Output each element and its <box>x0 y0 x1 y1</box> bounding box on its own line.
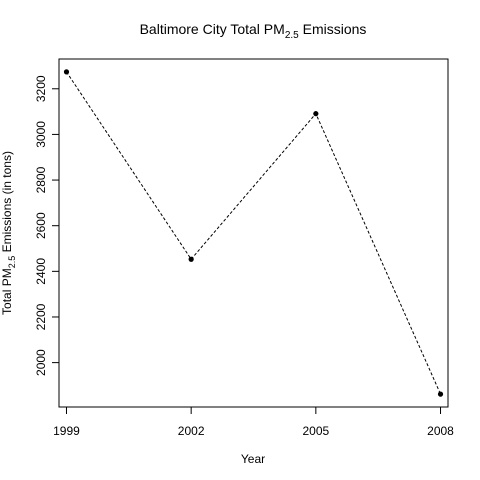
y-axis-label-subscript: 2.5 <box>7 256 17 269</box>
x-tick-label: 2008 <box>427 424 454 438</box>
y-tick-label: 2400 <box>34 258 48 285</box>
x-axis: 1999 2002 2005 2008 <box>53 406 454 438</box>
y-axis-label-suffix: Emissions (in tons) <box>0 151 14 256</box>
data-point <box>313 111 319 117</box>
x-tick-label: 2005 <box>302 424 329 438</box>
y-tick-label: 3200 <box>34 75 48 102</box>
data-point <box>188 256 194 262</box>
y-tick-label: 3000 <box>34 121 48 148</box>
y-axis-label: Total PM2.5 Emissions (in tons) <box>0 151 17 315</box>
data-point <box>63 69 70 75</box>
y-tick-label: 2600 <box>34 212 48 239</box>
series <box>63 69 444 397</box>
chart-title: Baltimore City Total PM2.5 Emissions <box>140 21 367 41</box>
x-tick-label: 1999 <box>53 424 80 438</box>
y-axis-label-prefix: Total PM <box>0 268 14 315</box>
x-tick-label: 2002 <box>178 424 205 438</box>
chart-title-suffix: Emissions <box>299 21 367 37</box>
chart-title-subscript: 2.5 <box>285 30 299 41</box>
plot-frame <box>58 58 449 408</box>
x-axis-label: Year <box>241 452 265 466</box>
y-tick-label: 2800 <box>34 166 48 193</box>
y-axis: 2000 2200 2400 2600 2800 3000 3200 <box>34 75 60 376</box>
chart-title-prefix: Baltimore City Total PM <box>140 21 285 37</box>
y-tick-label: 2000 <box>34 349 48 376</box>
data-point <box>437 391 444 397</box>
y-tick-label: 2200 <box>34 303 48 330</box>
series-line <box>66 71 441 395</box>
